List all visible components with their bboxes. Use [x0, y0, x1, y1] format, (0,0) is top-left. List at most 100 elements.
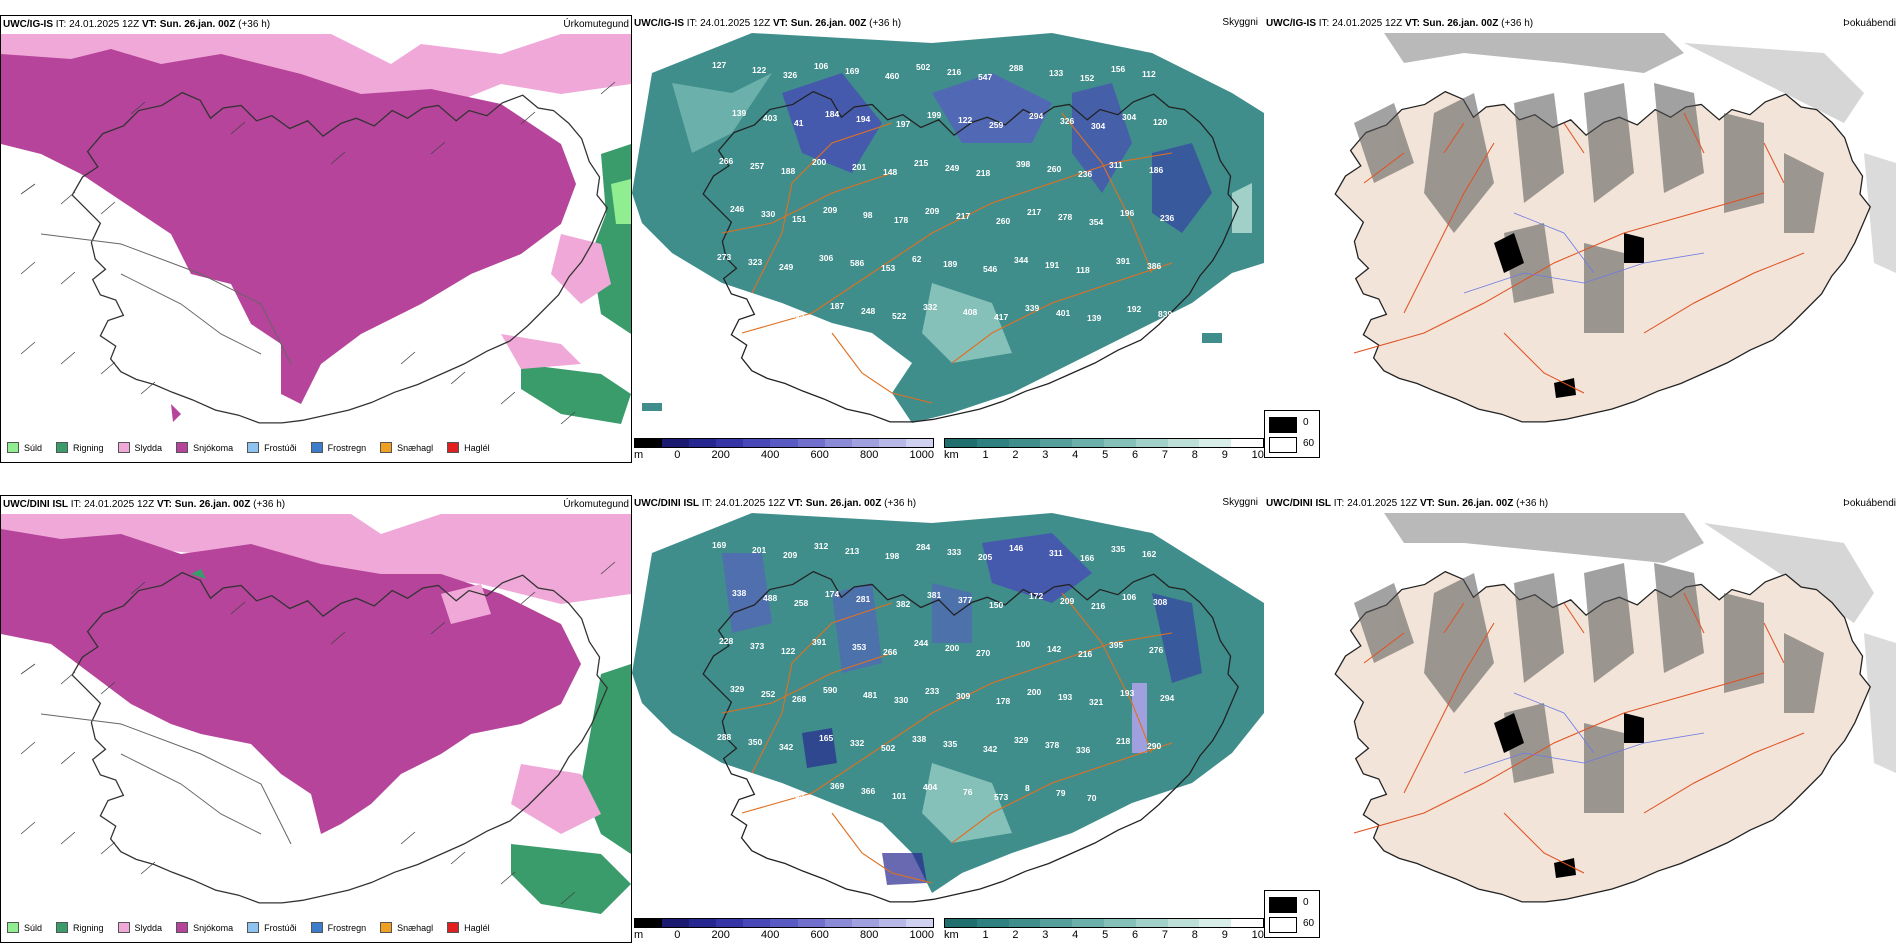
legend-item-snjokoma: Snjókoma: [176, 442, 233, 453]
visibility-value-label: 209: [783, 550, 797, 560]
visibility-colorbar-swatch: [1008, 919, 1041, 927]
visibility-value-label: 460: [885, 71, 899, 81]
visibility-colorbar-swatches: [944, 438, 1264, 448]
visibility-value-label: 249: [779, 262, 793, 272]
fog-legend-black-swatch: [1269, 897, 1297, 913]
height-colorbar-swatch: [878, 439, 906, 447]
height-colorbar-swatch: [851, 439, 879, 447]
visibility-value-label: 236: [1078, 169, 1092, 179]
visibility-value-label: 112: [1142, 69, 1156, 79]
legend-item-sudl: Súld: [7, 922, 42, 933]
legend-item-rigning: Rigning: [56, 442, 104, 453]
visibility-value-label: 304: [1122, 112, 1136, 122]
visibility-value-label: 216: [947, 67, 961, 77]
colorbar-unit: km: [944, 929, 959, 941]
visibility-value-label: 209: [925, 206, 939, 216]
legend-swatch: [176, 922, 189, 933]
visibility-colorbar-swatch: [1040, 439, 1073, 447]
visibility-value-label: 344: [1014, 255, 1028, 265]
legend-item-rigning: Rigning: [56, 922, 104, 933]
visibility-value-label: 200: [1027, 687, 1041, 697]
panel-header: UWC/IG-IS IT: 24.01.2025 12Z VT: Sun. 26…: [634, 18, 902, 29]
tick-label: 10: [1251, 929, 1264, 941]
visibility-colorbar-swatch: [1008, 439, 1041, 447]
visibility-value-label: 191: [1045, 260, 1059, 270]
panel-title: Úrkomutegund: [563, 499, 629, 510]
visibility-value-label: 339: [1025, 303, 1039, 313]
visibility-value-label: 233: [925, 686, 939, 696]
visibility-value-label: 193: [1058, 692, 1072, 702]
visibility-value-label: 433: [790, 790, 804, 800]
fog-legend-white-value: 60: [1303, 918, 1315, 929]
height-colorbar-swatch: [770, 439, 798, 447]
panel-title: Skyggni: [1222, 17, 1258, 28]
height-colorbar-swatch: [743, 919, 771, 927]
height-colorbar-swatches: [634, 918, 934, 928]
visibility-value-label: 209: [823, 205, 837, 215]
visibility-value-label: 329: [730, 684, 744, 694]
legend-swatch: [7, 922, 19, 933]
visibility-value-label: 354: [1089, 217, 1103, 227]
visibility-value-label: 133: [1049, 68, 1063, 78]
visibility-value-label: 401: [1056, 308, 1070, 318]
tick-label: 9: [1221, 929, 1228, 941]
visibility-colorbar-ticks: km 1 2 3 4 5 6 7 8 9 10: [944, 929, 1264, 941]
visibility-colorbar-swatch: [976, 439, 1009, 447]
visibility-colorbar-swatch: [1231, 919, 1263, 927]
visibility-value-label: 308: [1153, 597, 1167, 607]
height-colorbar-swatch: [905, 439, 934, 447]
visibility-value-label: 278: [1058, 212, 1072, 222]
fog-panel-top: UWC/IG-IS IT: 24.01.2025 12Z VT: Sun. 26…: [1264, 15, 1900, 463]
tick-label: 400: [761, 929, 780, 941]
panel-title: Þokuábendi: [1843, 498, 1896, 509]
visibility-value-label: 281: [856, 594, 870, 604]
visibility-value-label: 151: [792, 214, 806, 224]
visibility-value-label: 288: [717, 732, 731, 742]
visibility-value-label: 330: [894, 695, 908, 705]
visibility-value-label: 321: [1089, 697, 1103, 707]
visibility-value-label: 381: [927, 590, 941, 600]
visibility-value-label: 122: [752, 65, 766, 75]
legend-swatch: [310, 922, 323, 933]
legend-swatch: [380, 442, 393, 453]
legend-item-slydda: Slydda: [117, 922, 162, 933]
visibility-value-label: 502: [916, 62, 930, 72]
fog-legend-top: 0 60: [1264, 410, 1320, 458]
visibility-value-label: 186: [1149, 165, 1163, 175]
height-colorbar-swatch: [824, 439, 852, 447]
visibility-value-label: 332: [923, 302, 937, 312]
visibility-value-label: 198: [885, 551, 899, 561]
precip-legend: Súld Rigning Slydda Snjókoma Frostúði Fr…: [7, 442, 490, 453]
tick-label: 200: [711, 929, 730, 941]
visibility-value-label: 284: [916, 542, 930, 552]
visibility-value-label: 308: [746, 353, 760, 363]
visibility-value-label: 573: [994, 792, 1008, 802]
visibility-value-label: 166: [1080, 553, 1094, 563]
visibility-value-label: 369: [830, 781, 844, 791]
tick-label: 1: [982, 449, 989, 461]
tick-label: 3: [1042, 449, 1049, 461]
height-colorbar-swatch: [689, 439, 717, 447]
height-colorbar-ticks: m 0 200 400 600 800 1000: [634, 449, 934, 461]
visibility-value-label: 386: [1147, 261, 1161, 271]
visibility-value-label: 266: [719, 156, 733, 166]
visibility-value-label: 169: [845, 66, 859, 76]
tick-label: 3: [1042, 929, 1049, 941]
tick-label: 0: [674, 929, 681, 941]
visibility-value-label: 205: [978, 552, 992, 562]
visibility-value-label: 332: [850, 738, 864, 748]
visibility-value-label: 288: [1009, 63, 1023, 73]
height-colorbar-ticks: m 0 200 400 600 800 1000: [634, 929, 934, 941]
visibility-value-label: 546: [983, 264, 997, 274]
visibility-value-label: 353: [852, 642, 866, 652]
colorbar-unit: km: [944, 449, 959, 461]
visibility-map: 127 122 326 106 169 460 502 216 547 288 133 152 156 1…: [632, 33, 1264, 428]
visibility-panel-bottom: UWC/DINI ISL IT: 24.01.2025 12Z VT: Sun.…: [632, 495, 1264, 943]
tick-label: 4: [1072, 449, 1079, 461]
legend-item-snaehagl: Snæhagl: [380, 442, 433, 453]
visibility-value-label: 192: [1127, 304, 1141, 314]
legend-item-snjokoma: Snjókoma: [176, 922, 233, 933]
precip-panel-bottom: UWC/DINI ISL IT: 24.01.2025 12Z VT: Sun.…: [0, 495, 632, 943]
visibility-value-label: 311: [1049, 548, 1063, 558]
height-colorbar: m 0 200 400 600 800 1000: [634, 438, 934, 461]
